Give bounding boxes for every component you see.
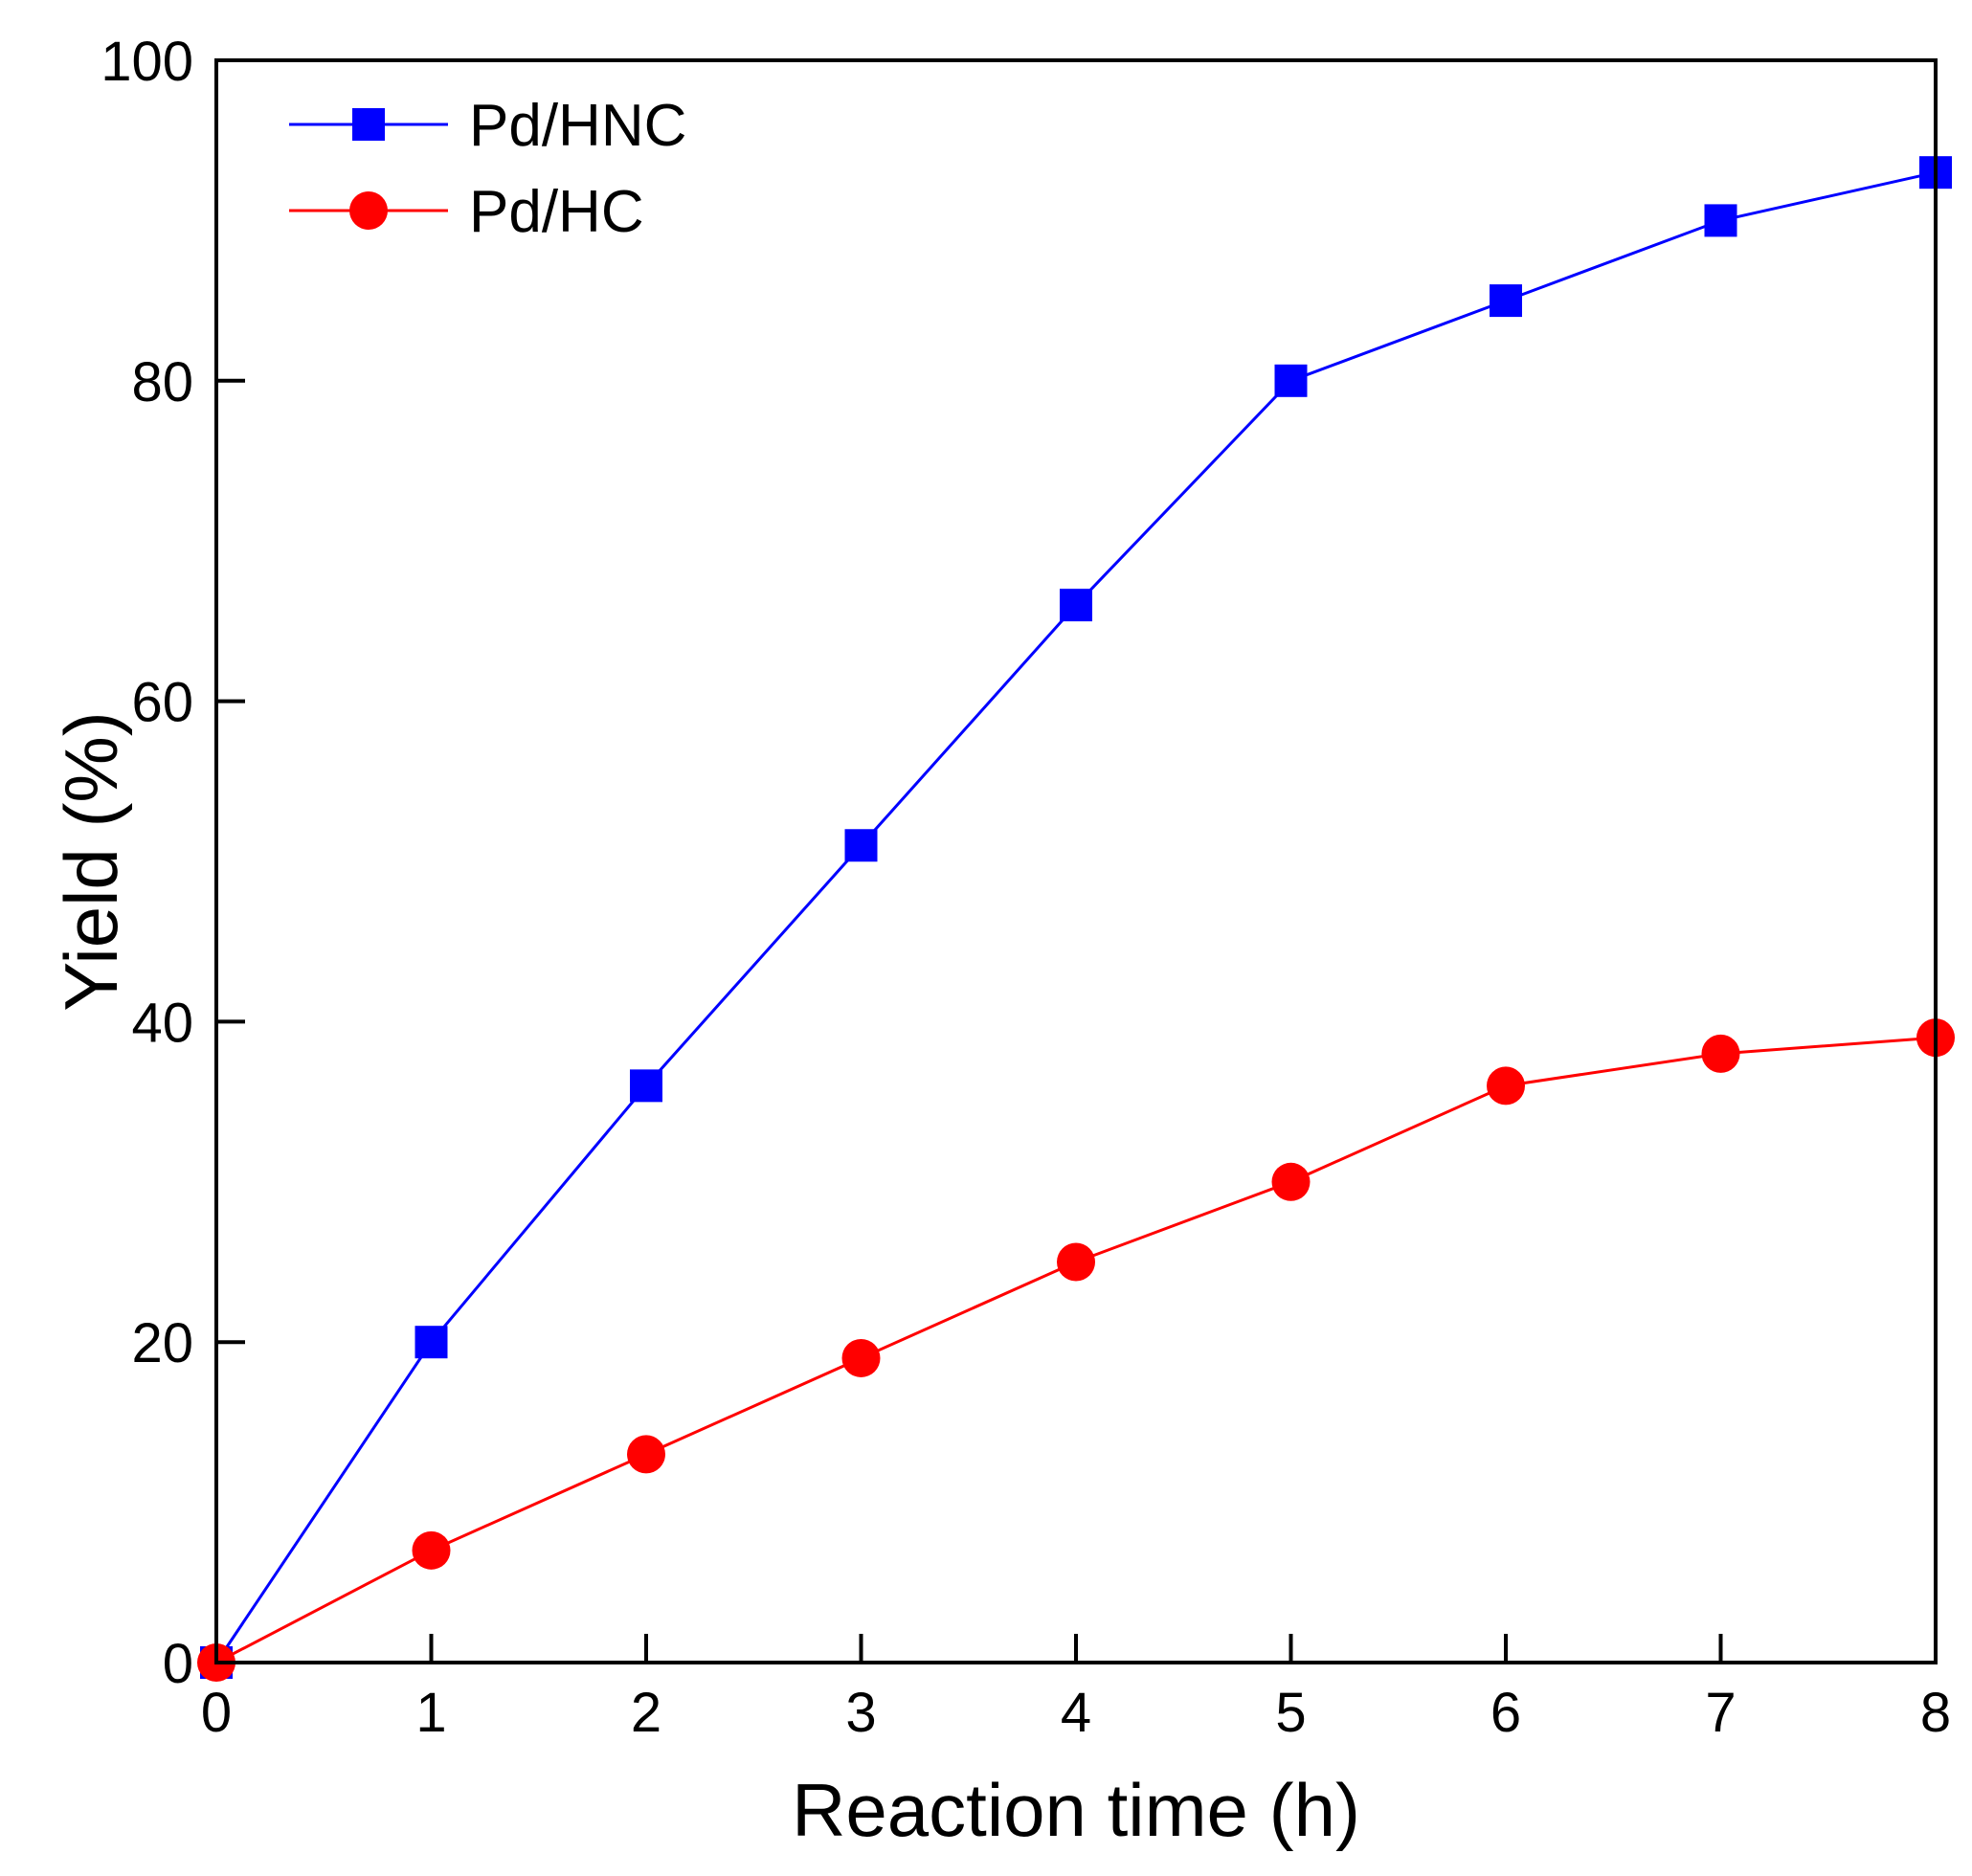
data-point-pd-hnc [415,1326,448,1359]
y-tick-label: 80 [131,351,193,413]
data-point-pd-hnc [1704,204,1737,237]
y-tick-label: 100 [101,31,193,93]
x-tick-label: 7 [1705,1682,1736,1744]
series-line-pd-hnc [214,170,1937,1664]
x-tick-label: 5 [1275,1682,1306,1744]
data-point-pd-hnc [1060,589,1092,622]
y-tick-label: 0 [163,1633,193,1695]
y-axis-title: Yield (%) [49,711,133,1012]
data-point-pd-hc [841,1338,881,1377]
data-point-pd-hc [1487,1066,1525,1106]
data-point-pd-hc [1701,1034,1740,1073]
x-tick-label: 4 [1061,1682,1091,1744]
series-line-pd-hc [215,1036,1937,1664]
x-tick-label: 0 [201,1682,232,1744]
data-point-pd-hnc [1274,364,1308,397]
data-point-pd-hc [1271,1162,1311,1201]
legend-label-pd-hnc: Pd/HNC [469,93,686,159]
x-tick-label: 2 [631,1682,661,1744]
data-point-pd-hc [1057,1242,1095,1282]
data-point-pd-hc [412,1530,451,1570]
x-tick-label: 8 [1920,1682,1951,1744]
data-point-pd-hnc [844,829,878,862]
y-tick-label: 20 [131,1312,193,1374]
legend-marker-pd-hnc [352,108,385,141]
legend: Pd/HNC Pd/HC [289,93,686,245]
x-axis-title: Reaction time (h) [792,1768,1360,1852]
legend-label-pd-hc: Pd/HC [469,179,644,245]
axis-ticks [214,58,1938,1664]
y-tick-label: 60 [131,672,193,734]
series-lines [214,170,1937,1664]
y-tick-label: 40 [131,992,193,1054]
x-tick-label: 3 [845,1682,876,1744]
series-markers [197,156,1955,1682]
data-point-pd-hnc [630,1069,662,1103]
data-point-pd-hc [627,1435,665,1474]
plot-frame [214,58,1938,1664]
x-tick-label: 1 [415,1682,446,1744]
x-tick-label: 6 [1490,1682,1521,1744]
data-point-pd-hnc [1490,284,1522,318]
legend-marker-pd-hc [349,191,388,230]
